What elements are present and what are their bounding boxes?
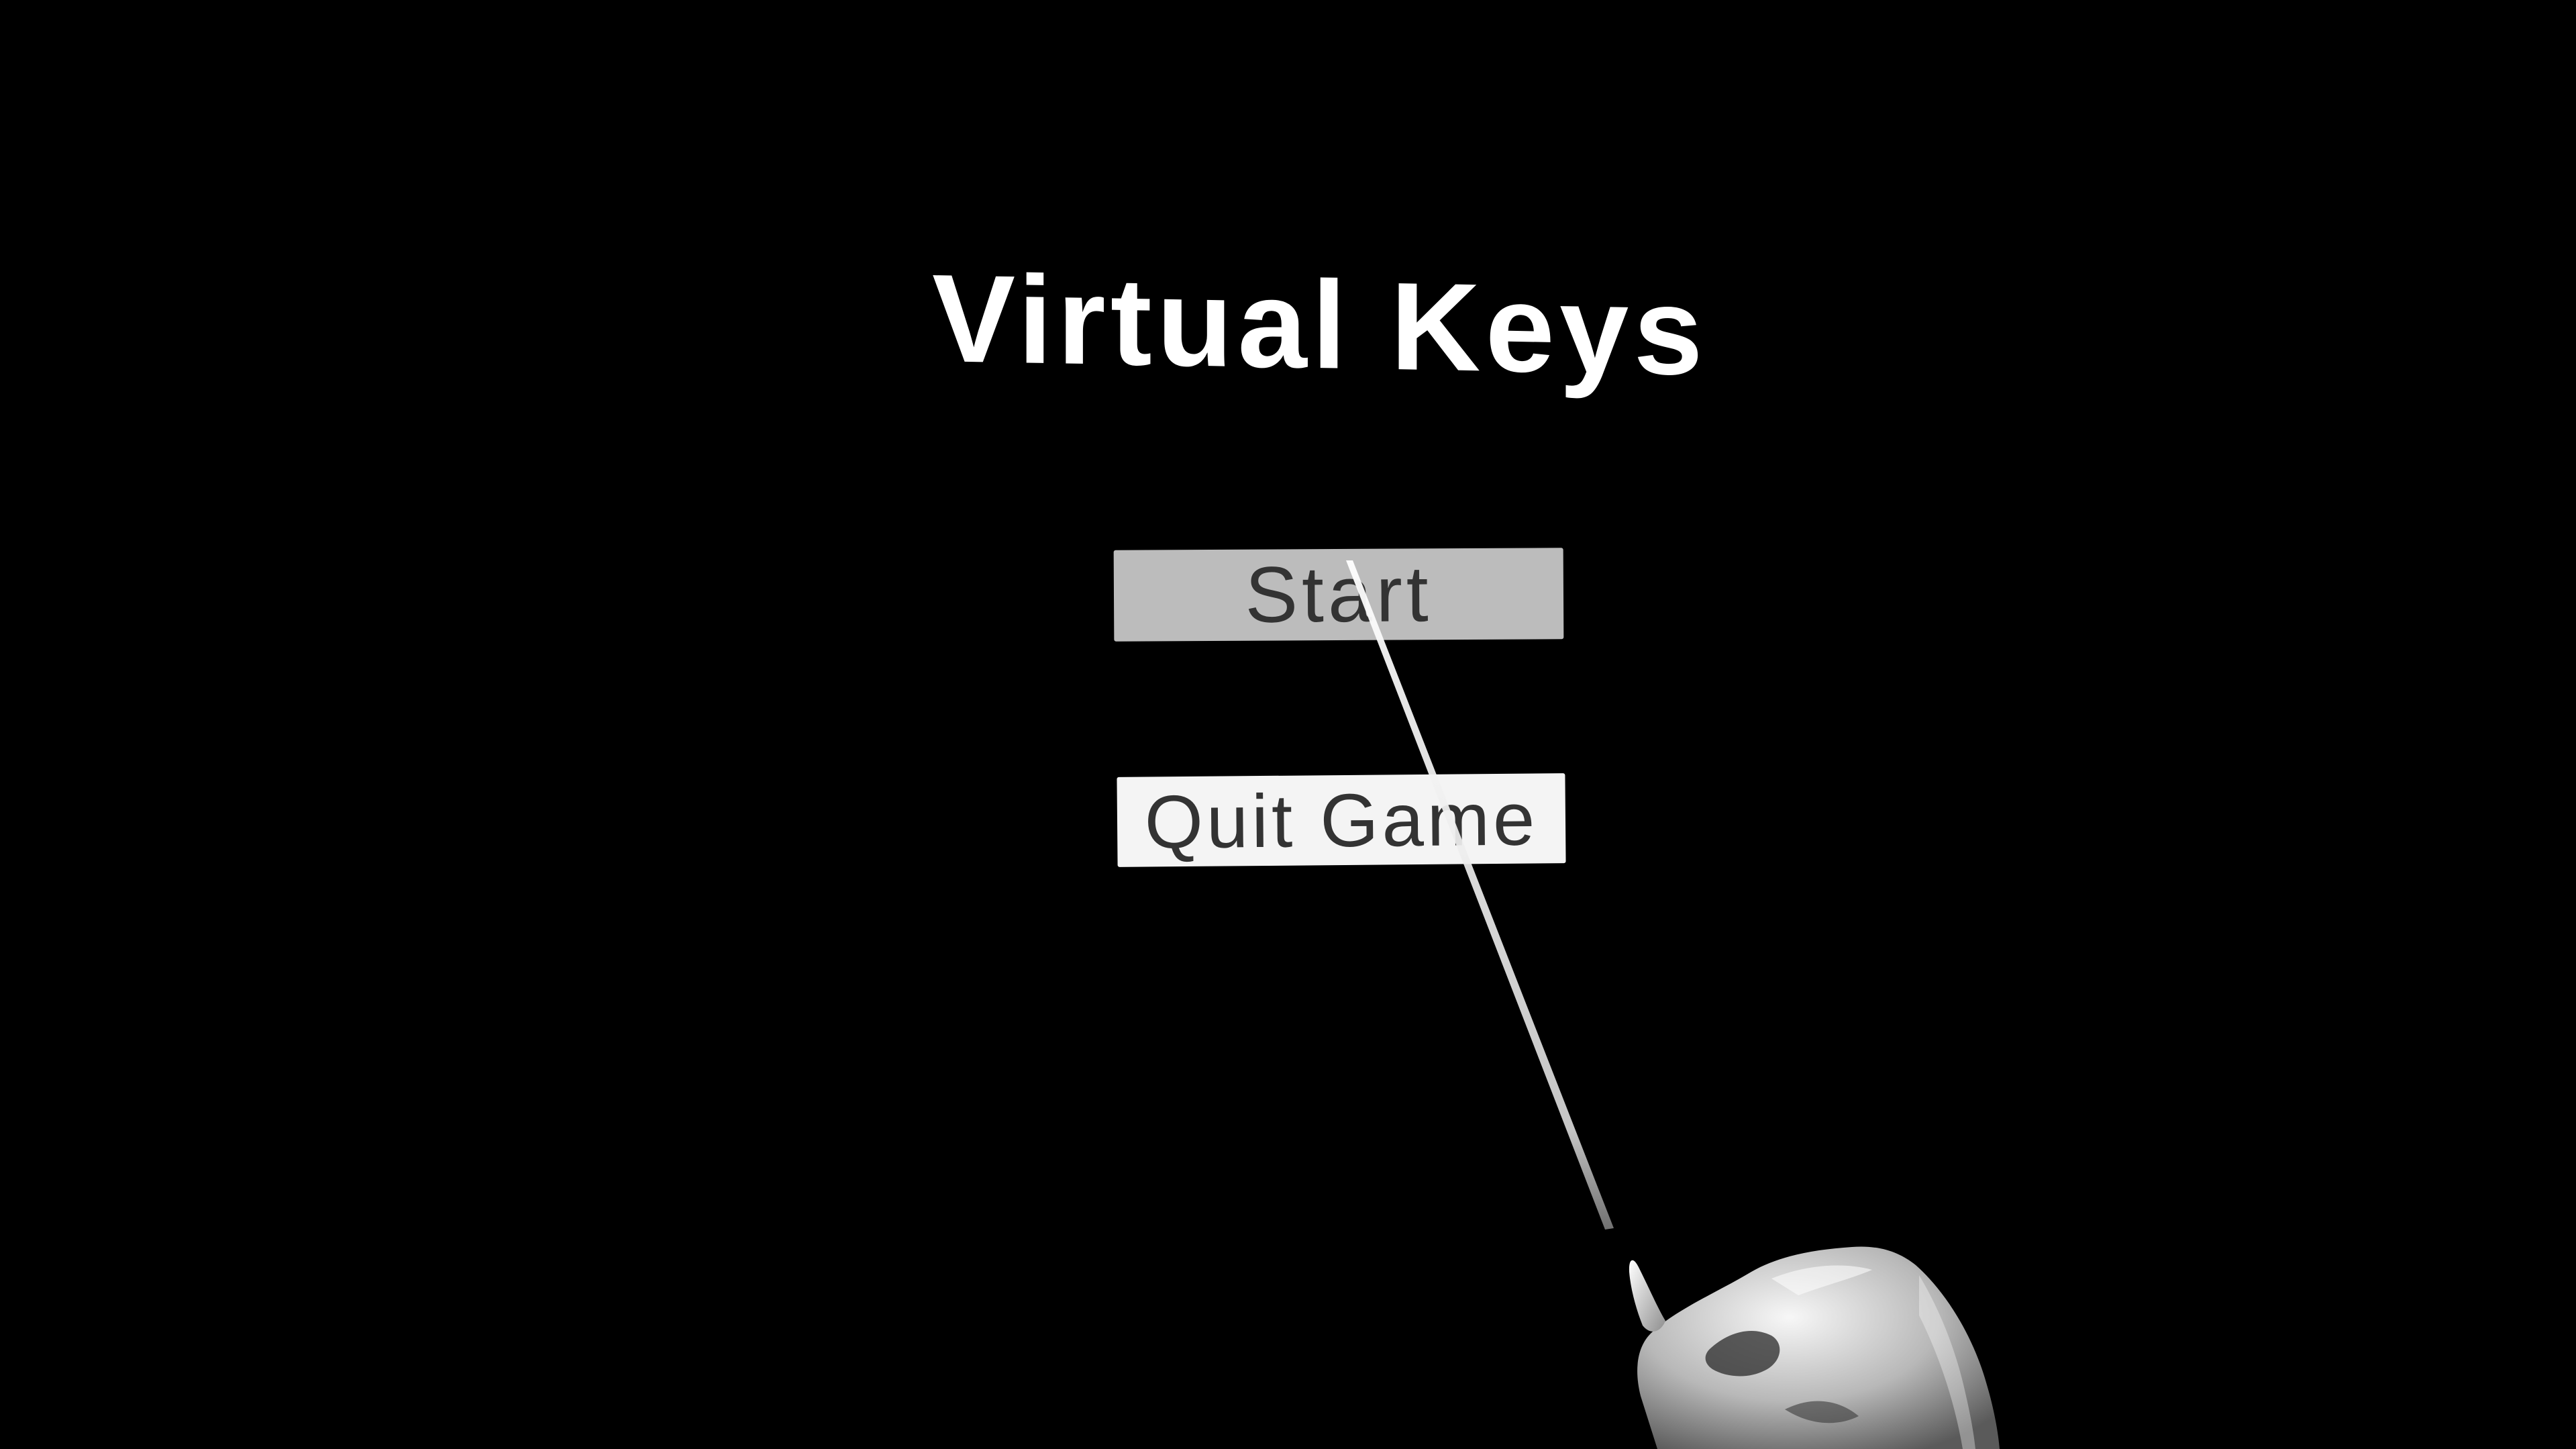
game-title: Virtual Keys (932, 249, 1708, 402)
vr-hand-icon (1629, 1246, 2000, 1449)
quit-game-button[interactable]: Quit Game (1117, 773, 1566, 867)
pointer-ray-icon (1346, 560, 1614, 1230)
start-button[interactable]: Start (1113, 548, 1564, 642)
